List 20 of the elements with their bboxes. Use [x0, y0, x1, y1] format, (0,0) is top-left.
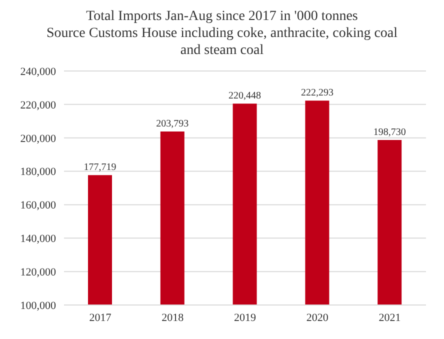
y-tick-label: 180,000: [20, 166, 56, 178]
y-tick-label: 140,000: [20, 233, 56, 246]
chart-subtitle: Source Customs House including coke, anthracite, coking coal and steam coal: [45, 25, 399, 59]
chart-title: Total Imports Jan-Aug since 2017 in '000 tonnes: [85, 8, 359, 25]
y-tick-label: 200,000: [20, 132, 56, 145]
x-tick-label: 2020: [306, 312, 329, 324]
y-tick-label: 240,000: [20, 66, 56, 78]
y-tick-label: 220,000: [20, 99, 56, 112]
y-tick-label: 160,000: [20, 200, 56, 212]
x-tick-label: 2018: [162, 312, 184, 324]
x-tick-label: 2017: [89, 312, 112, 324]
data-label: 222,293: [300, 88, 334, 99]
y-tick-label: 120,000: [20, 266, 56, 278]
x-tick-label: 2019: [234, 312, 256, 324]
data-label: 203,793: [156, 118, 189, 130]
x-tick-label: 2021: [378, 312, 401, 324]
data-label: 177,719: [84, 162, 116, 174]
y-tick-label: 100,000: [20, 300, 56, 312]
data-label: 198,730: [373, 126, 406, 138]
data-label: 220,448: [228, 90, 262, 102]
